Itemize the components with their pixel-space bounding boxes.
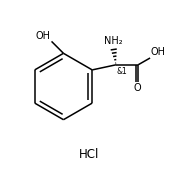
Text: &1: &1 bbox=[117, 67, 128, 76]
Text: OH: OH bbox=[151, 47, 166, 57]
Text: NH₂: NH₂ bbox=[104, 36, 123, 46]
Text: OH: OH bbox=[36, 31, 51, 40]
Text: O: O bbox=[134, 83, 141, 93]
Text: HCl: HCl bbox=[79, 148, 99, 161]
